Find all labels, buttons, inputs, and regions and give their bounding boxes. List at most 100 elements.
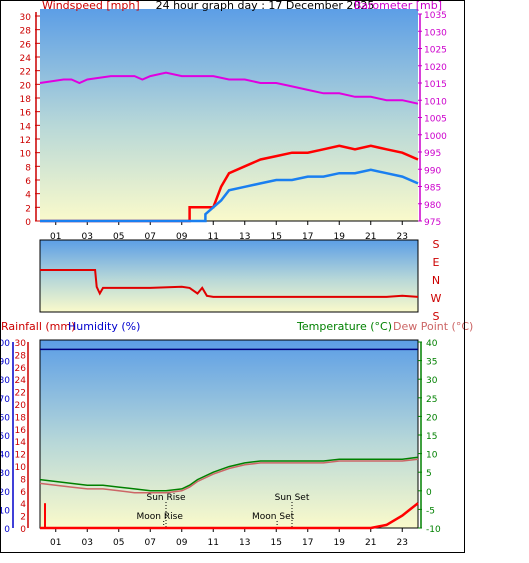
humidity-ytick-label: 70 <box>0 395 10 405</box>
series-rainfall <box>40 502 419 530</box>
baro-ytick-label: 1005 <box>424 115 447 125</box>
humidity-ytick-label: 40 <box>0 451 10 461</box>
humidity-ytick-label: 20 <box>0 488 10 498</box>
temp-ytick-label: 25 <box>426 395 437 405</box>
dir-ylabel: W <box>431 292 442 305</box>
temp-xtick-label: 09 <box>176 538 188 548</box>
temp-xtick-label: 03 <box>82 538 93 548</box>
temp-ytick-label: 20 <box>426 413 438 423</box>
rain-ytick-label: 28 <box>15 351 27 361</box>
humidity-ytick-label: 0 <box>4 525 10 535</box>
series-barometer <box>39 71 419 105</box>
rain-ytick-label: 6 <box>20 488 26 498</box>
series-wind-direction <box>40 269 419 298</box>
humidity-ytick-label: 60 <box>0 413 10 423</box>
wind-ylabel: Windspeed [mph] <box>42 0 140 12</box>
dir-plot-border <box>39 239 419 313</box>
temp-ytick-label: 35 <box>426 358 437 368</box>
humidity-ylabel: Humidity (%) <box>68 320 140 333</box>
wind-xtick-label: 03 <box>82 232 93 242</box>
dir-plot-area <box>40 240 418 312</box>
wind-barometer-chart: Windspeed [mph] 24 hour graph day : 17 D… <box>20 0 448 242</box>
temp-xtick-label: 05 <box>113 538 124 548</box>
wind-xtick-label: 19 <box>334 232 346 242</box>
wind-xtick-label: 01 <box>50 232 61 242</box>
wind-xtick-label: 23 <box>397 232 408 242</box>
baro-ytick-label: 985 <box>424 184 441 194</box>
baro-ytick-label: 995 <box>424 149 441 159</box>
series-temperature <box>39 456 419 492</box>
wind-ytick-label: 18 <box>20 95 32 105</box>
series-wind-gust <box>40 144 419 223</box>
rain-ytick-label: 8 <box>20 475 26 485</box>
humidity-ytick-label: 30 <box>0 469 10 479</box>
humidity-ytick-label: 50 <box>0 432 10 442</box>
rain-ytick-label: 22 <box>15 389 26 399</box>
wind-ytick-label: 24 <box>20 54 32 64</box>
temp-xtick-label: 11 <box>208 538 219 548</box>
wind-xtick-label: 15 <box>271 232 282 242</box>
rain-ytick-label: 0 <box>20 525 26 535</box>
temp-xtick-label: 01 <box>50 538 61 548</box>
wind-ytick-label: 30 <box>20 13 32 23</box>
wind-ytick-label: 2 <box>25 204 31 214</box>
series-wind-speed <box>40 168 419 223</box>
baro-ytick-label: 1030 <box>424 28 447 38</box>
wind-xtick-label: 17 <box>302 232 313 242</box>
baro-ytick-label: 1025 <box>424 46 447 56</box>
rain-ylabel: Rainfall (mm) <box>1 320 75 333</box>
temp-ytick-label: 15 <box>426 432 437 442</box>
wind-ytick-label: 4 <box>25 191 31 201</box>
annotation-label: Sun Set <box>275 493 310 503</box>
rain-ytick-label: 24 <box>15 376 27 386</box>
wind-ytick-label: 16 <box>20 109 32 119</box>
temp-xtick-label: 17 <box>302 538 313 548</box>
dew-ylabel: Dew Point (°C) <box>393 320 473 333</box>
temp-ytick-label: 5 <box>426 469 432 479</box>
wind-ytick-label: 14 <box>20 122 32 132</box>
temp-ytick-label: 0 <box>426 488 432 498</box>
rain-ytick-label: 2 <box>20 513 26 523</box>
rain-ytick-label: 12 <box>15 451 26 461</box>
annotation-label: Moon Rise <box>137 512 184 522</box>
wind-ytick-label: 8 <box>25 163 31 173</box>
wind-xtick-label: 09 <box>176 232 188 242</box>
wind-ytick-label: 28 <box>20 27 32 37</box>
rain-ytick-label: 20 <box>15 401 27 411</box>
wind-ytick-label: 10 <box>20 150 32 160</box>
temp-xtick-label: 23 <box>397 538 408 548</box>
wind-ytick-label: 20 <box>20 81 32 91</box>
humidity-ytick-label: 10 <box>0 506 10 516</box>
rain-ytick-label: 26 <box>15 364 27 374</box>
baro-ytick-label: 1035 <box>424 11 447 21</box>
temp-ytick-label: -10 <box>426 525 441 535</box>
temp-ylabel: Temperature (°C) <box>296 320 392 333</box>
rain-ytick-label: 16 <box>15 426 27 436</box>
wind-ytick-label: 0 <box>25 218 31 228</box>
wind-xtick-label: 05 <box>113 232 124 242</box>
wind-xtick-label: 21 <box>365 232 376 242</box>
temp-xtick-label: 21 <box>365 538 376 548</box>
humidity-ytick-label: 100 <box>0 339 10 349</box>
dir-ylabel: E <box>433 256 440 269</box>
series-dew-point <box>39 458 419 494</box>
rain-ytick-label: 4 <box>20 500 26 510</box>
temp-xtick-label: 13 <box>239 538 250 548</box>
rain-ytick-label: 18 <box>15 413 27 423</box>
dir-ylabel: S <box>433 238 440 251</box>
wind-ytick-label: 26 <box>20 40 32 50</box>
baro-ytick-label: 1000 <box>424 132 447 142</box>
wind-ytick-label: 12 <box>20 136 31 146</box>
temperature-chart: Rainfall (mm) Humidity (%) Temperature (… <box>0 320 473 548</box>
annotation-label: Sun Rise <box>147 493 186 503</box>
humidity-ytick-label: 80 <box>0 376 10 386</box>
wind-xtick-label: 11 <box>208 232 219 242</box>
humidity-ytick-label: 90 <box>0 358 10 368</box>
wind-ytick-label: 22 <box>20 68 31 78</box>
baro-ytick-label: 1010 <box>424 97 447 107</box>
wind-title: 24 hour graph day : 17 December 2025 <box>156 0 375 12</box>
temp-xtick-label: 15 <box>271 538 282 548</box>
rain-ytick-label: 14 <box>15 438 27 448</box>
